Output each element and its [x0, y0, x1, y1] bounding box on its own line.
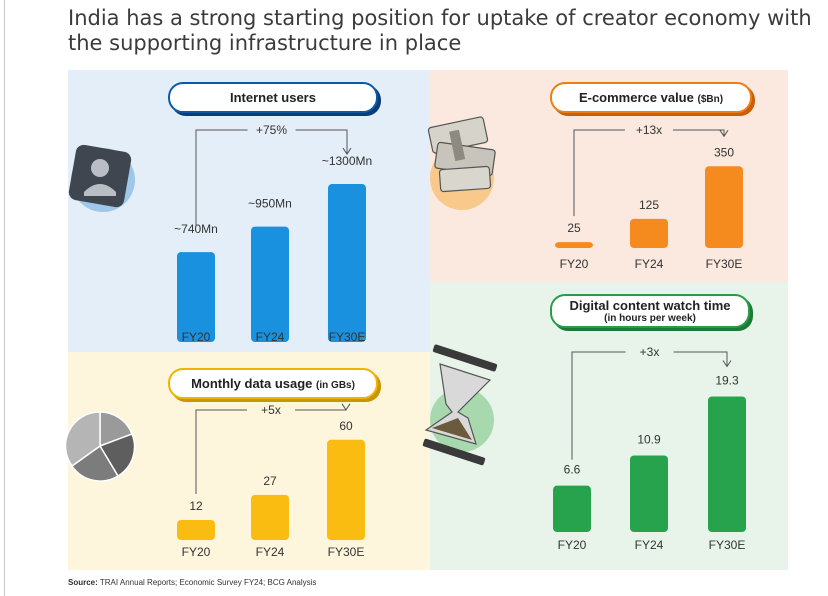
- data-bar-FY24: [251, 494, 289, 540]
- data-growth-label: +5x: [261, 403, 281, 417]
- internet-growth-label: +75%: [256, 123, 287, 137]
- internet-users-title: Internet users: [168, 82, 378, 113]
- data-category-label: FY24: [256, 545, 285, 559]
- internet-category-label: FY24: [256, 330, 285, 344]
- source-text: TRAI Annual Reports; Economic Survey FY2…: [99, 578, 317, 587]
- watch-value-label: 10.9: [637, 432, 661, 446]
- ecommerce-bar-FY24: [630, 218, 668, 248]
- watch-value-label: 6.6: [564, 463, 581, 477]
- watch-growth-line-right: [673, 351, 728, 367]
- data-value-label: 60: [339, 419, 353, 433]
- watch-bar-FY24: [630, 455, 668, 532]
- ecommerce-value-label: 25: [567, 221, 581, 235]
- source-label: Source:: [68, 578, 98, 587]
- internet-category-label: FY20: [182, 330, 211, 344]
- ecommerce-growth-arrowhead: [719, 130, 729, 138]
- internet-bar-FY24: [251, 226, 289, 342]
- internet-bar-FY30E: [328, 184, 366, 342]
- ecommerce-title-text: E-commerce value: [578, 90, 694, 105]
- watch-time-unit: (in hours per week): [604, 313, 696, 324]
- page-title-line-1: India has a strong starting position for…: [68, 6, 812, 30]
- internet-value-label: ~740Mn: [174, 222, 218, 236]
- data-usage-title: Monthly data usage (in GBs): [168, 368, 378, 399]
- watch-bar-FY20: [553, 485, 591, 532]
- internet-growth-arrowhead: [342, 147, 352, 155]
- internet-users-title-text: Internet users: [230, 90, 316, 105]
- watch-value-label: 19.3: [715, 374, 739, 388]
- ecommerce-unit: ($Bn): [697, 94, 724, 105]
- watch-category-label: FY30E: [709, 538, 746, 552]
- watch-growth-line-left: [571, 351, 626, 460]
- data-bar-FY20: [177, 519, 215, 540]
- page-title: India has a strong starting position for…: [68, 6, 812, 56]
- cash-bundle-icon: [427, 116, 496, 210]
- watch-growth-arrowhead: [722, 360, 732, 368]
- internet-category-label: FY30E: [329, 330, 366, 344]
- source-note: Source: TRAI Annual Reports; Economic Su…: [68, 578, 316, 587]
- ecommerce-title: E-commerce value ($Bn): [550, 82, 752, 113]
- ecommerce-category-label: FY30E: [706, 257, 743, 271]
- ecommerce-growth-label: +13x: [636, 123, 662, 137]
- data-usage-title-text: Monthly data usage: [191, 376, 313, 391]
- data-category-label: FY20: [182, 545, 211, 559]
- pie-chart-icon: [64, 411, 136, 482]
- data-category-label: FY30E: [328, 545, 365, 559]
- internet-growth-line-right: [295, 129, 348, 155]
- ecommerce-value-label: 125: [639, 198, 659, 212]
- internet-growth-line-left: [195, 129, 248, 227]
- watch-growth-label: +3x: [640, 345, 660, 359]
- internet-value-label: ~950Mn: [248, 197, 292, 211]
- ecommerce-category-label: FY20: [560, 257, 589, 271]
- data-bar-FY30E: [327, 439, 365, 540]
- watch-category-label: FY20: [558, 538, 587, 552]
- data-usage-unit: (in GBs): [316, 380, 355, 391]
- data-growth-arrowhead: [341, 403, 351, 411]
- hourglass-icon: [422, 344, 498, 466]
- ecommerce-bar-FY30E: [705, 166, 743, 248]
- ecommerce-bar-FY20: [555, 242, 593, 248]
- user-icon: [68, 144, 135, 212]
- ecommerce-category-label: FY24: [635, 257, 664, 271]
- page-edge-line: [4, 0, 5, 596]
- ecommerce-growth-line-left: [573, 129, 625, 217]
- data-growth-line-left: [195, 409, 247, 494]
- watch-time-title-text: Digital content watch time: [569, 298, 731, 313]
- internet-users-panel: Internet users: [68, 70, 430, 352]
- ecommerce-value-label: 350: [714, 145, 734, 159]
- page-title-line-2: the supporting infrastructure in place: [68, 31, 462, 55]
- watch-time-title: Digital content watch time (in hours per …: [550, 294, 750, 328]
- data-value-label: 12: [189, 499, 203, 513]
- internet-value-label: ~1300Mn: [322, 154, 372, 168]
- watch-category-label: FY24: [635, 538, 664, 552]
- data-value-label: 27: [263, 474, 277, 488]
- ecommerce-growth-line-right: [673, 129, 725, 137]
- watch-bar-FY30E: [708, 396, 746, 532]
- internet-bar-FY20: [177, 252, 215, 342]
